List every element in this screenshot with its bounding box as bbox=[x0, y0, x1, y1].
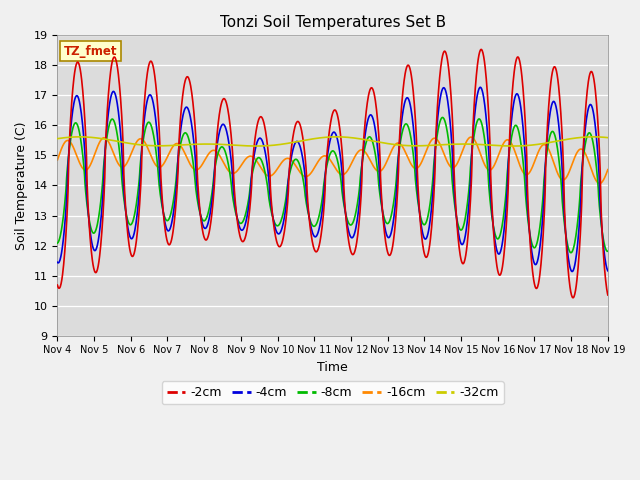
Text: TZ_fmet: TZ_fmet bbox=[64, 45, 118, 58]
-2cm bbox=[54, 282, 61, 288]
-8cm bbox=[367, 134, 374, 140]
-4cm bbox=[96, 225, 104, 231]
Y-axis label: Soil Temperature (C): Soil Temperature (C) bbox=[15, 121, 28, 250]
Title: Tonzi Soil Temperatures Set B: Tonzi Soil Temperatures Set B bbox=[220, 15, 445, 30]
-8cm bbox=[118, 183, 126, 189]
-4cm bbox=[568, 269, 576, 275]
-32cm bbox=[54, 136, 61, 142]
-2cm bbox=[477, 47, 485, 52]
-32cm bbox=[308, 136, 316, 142]
-16cm bbox=[596, 180, 604, 186]
-4cm bbox=[604, 268, 612, 274]
-16cm bbox=[604, 167, 612, 172]
X-axis label: Time: Time bbox=[317, 361, 348, 374]
-8cm bbox=[604, 248, 612, 254]
-16cm bbox=[308, 168, 316, 174]
-2cm bbox=[604, 292, 612, 298]
-32cm bbox=[118, 139, 126, 145]
-16cm bbox=[287, 157, 295, 163]
-8cm bbox=[287, 166, 295, 171]
-4cm bbox=[298, 153, 306, 159]
-2cm bbox=[367, 85, 374, 91]
Line: -2cm: -2cm bbox=[58, 49, 608, 298]
-32cm bbox=[367, 138, 375, 144]
-2cm bbox=[298, 132, 306, 138]
-2cm bbox=[96, 250, 104, 256]
-2cm bbox=[569, 295, 577, 300]
-2cm bbox=[308, 239, 316, 244]
-16cm bbox=[467, 134, 475, 140]
-8cm bbox=[439, 115, 447, 120]
Legend: -2cm, -4cm, -8cm, -16cm, -32cm: -2cm, -4cm, -8cm, -16cm, -32cm bbox=[161, 382, 504, 405]
-16cm bbox=[367, 158, 374, 164]
-4cm bbox=[54, 259, 61, 265]
-32cm bbox=[299, 138, 307, 144]
-2cm bbox=[118, 125, 126, 131]
-8cm bbox=[54, 240, 61, 246]
-4cm bbox=[308, 229, 316, 235]
-16cm bbox=[298, 172, 306, 178]
Line: -32cm: -32cm bbox=[58, 137, 608, 146]
-8cm bbox=[96, 205, 104, 211]
Line: -4cm: -4cm bbox=[58, 87, 608, 272]
Line: -8cm: -8cm bbox=[58, 118, 608, 252]
-4cm bbox=[287, 157, 295, 163]
-2cm bbox=[287, 149, 295, 155]
-32cm bbox=[604, 135, 612, 141]
-16cm bbox=[96, 139, 104, 144]
-32cm bbox=[287, 140, 295, 145]
-16cm bbox=[54, 157, 61, 163]
-4cm bbox=[367, 112, 374, 118]
-32cm bbox=[333, 134, 340, 140]
-8cm bbox=[308, 222, 316, 228]
-32cm bbox=[96, 135, 104, 141]
-8cm bbox=[567, 250, 575, 255]
-8cm bbox=[298, 172, 306, 178]
-4cm bbox=[118, 158, 126, 164]
-16cm bbox=[118, 164, 126, 170]
-32cm bbox=[253, 143, 260, 149]
Line: -16cm: -16cm bbox=[58, 137, 608, 183]
-4cm bbox=[477, 84, 484, 90]
